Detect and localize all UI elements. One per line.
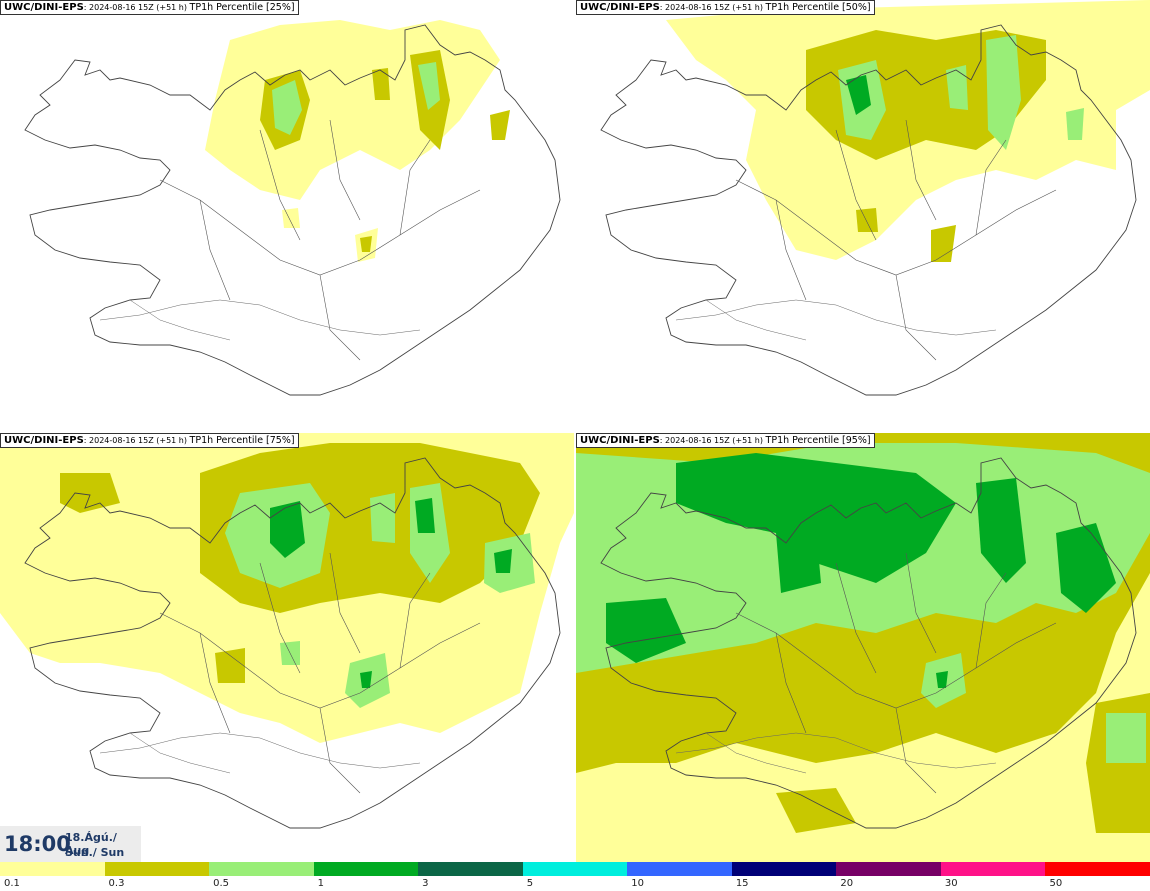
precip-map [576,433,1150,863]
precip-map [600,0,1150,396]
panel-title: UWC/DINI-EPS: 2024-08-16 15Z (+51 h) TP1… [0,0,299,15]
legend-swatch [836,862,942,876]
legend-tick-label: 15 [735,878,749,889]
precip-map [24,20,561,396]
map-panel-p25: UWC/DINI-EPS: 2024-08-16 15Z (+51 h) TP1… [0,0,574,430]
legend-tick-label: 20 [840,878,854,889]
legend-swatch [731,862,838,876]
valid-time: 18:00 [4,832,71,856]
legend-tick-label: 50 [1049,878,1063,889]
map-panel-p95: UWC/DINI-EPS: 2024-08-16 15Z (+51 h) TP1… [576,433,1150,863]
panel-title: UWC/DINI-EPS: 2024-08-16 15Z (+51 h) TP1… [576,0,875,15]
valid-weekday: Sun./ Sun [65,846,125,859]
legend-tick-label: 5 [526,878,534,889]
legend-tick-label: 3 [422,878,429,889]
legend-tick-label: 30 [944,878,958,889]
legend-tick-label: 0.5 [213,878,229,889]
legend-swatch [940,862,1047,876]
valid-date: 18.Ágú./ Aug [65,831,117,857]
legend-swatch [104,862,211,876]
map-panel-p50: UWC/DINI-EPS: 2024-08-16 15Z (+51 h) TP1… [576,0,1150,430]
legend-swatch [418,862,524,876]
legend-tick-label: 0.3 [108,878,125,889]
map-panel-p75: UWC/DINI-EPS: 2024-08-16 15Z (+51 h) TP1… [0,433,574,863]
legend-swatch [627,862,733,876]
legend-tick-label: 1 [317,878,324,889]
valid-time-box: 18:00 18.Ágú./ Aug Sun./ Sun [0,826,141,862]
panel-title: UWC/DINI-EPS: 2024-08-16 15Z (+51 h) TP1… [576,433,875,448]
legend-swatch [522,862,629,876]
legend-swatch [313,862,420,876]
legend-swatch [1045,862,1150,876]
legend-swatch [0,862,106,876]
legend-tick-label: 10 [631,878,644,889]
legend-tick-label: 0.1 [4,878,20,889]
color-legend: 0.1 0.3 0.5 1 3 5 10 15 20 30 50 [0,862,1150,891]
legend-swatch [209,862,315,876]
precip-map [0,433,574,829]
panel-title: UWC/DINI-EPS: 2024-08-16 15Z (+51 h) TP1… [0,433,299,448]
